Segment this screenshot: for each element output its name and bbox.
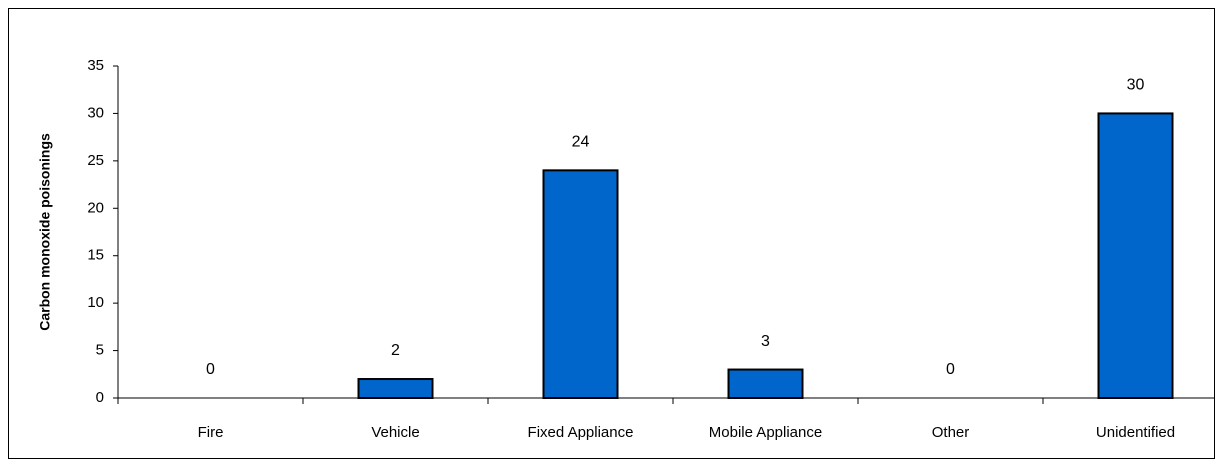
data-label: 0 bbox=[946, 361, 955, 378]
y-tick-label: 10 bbox=[87, 294, 104, 311]
bar bbox=[542, 169, 619, 399]
x-tick-label: Fixed Appliance bbox=[528, 424, 634, 441]
data-label: 3 bbox=[761, 333, 770, 350]
y-tick-label: 20 bbox=[87, 199, 104, 216]
bar bbox=[727, 368, 804, 399]
y-tick-label: 15 bbox=[87, 247, 104, 264]
bar bbox=[357, 378, 434, 399]
x-tick-label: Fire bbox=[198, 424, 224, 441]
y-tick-label: 35 bbox=[87, 57, 104, 74]
data-label: 0 bbox=[206, 361, 215, 378]
x-tick-label: Unidentified bbox=[1096, 424, 1175, 441]
data-label: 2 bbox=[391, 342, 400, 359]
x-tick-label: Vehicle bbox=[371, 424, 419, 441]
y-tick-label: 30 bbox=[87, 104, 104, 121]
y-tick-label: 5 bbox=[96, 342, 104, 359]
y-axis-label: Carbon monoxide poisonings bbox=[37, 133, 53, 331]
bar bbox=[1097, 112, 1174, 400]
data-label: 30 bbox=[1127, 77, 1145, 94]
x-tick-label: Other bbox=[932, 424, 970, 441]
data-label: 24 bbox=[572, 134, 590, 151]
y-tick-label: 25 bbox=[87, 152, 104, 169]
y-tick-label: 0 bbox=[96, 389, 104, 406]
x-tick-label: Mobile Appliance bbox=[709, 424, 822, 441]
